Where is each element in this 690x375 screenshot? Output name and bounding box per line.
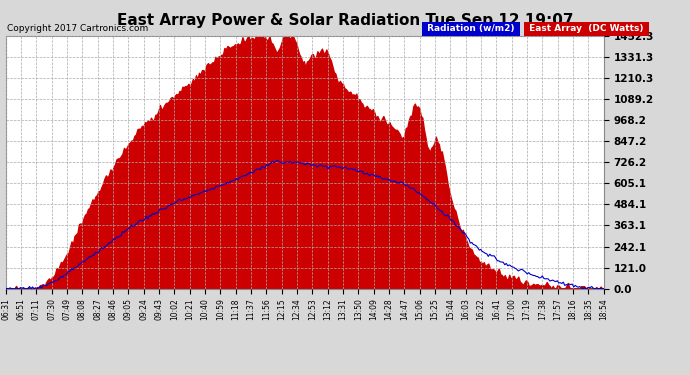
Text: East Array  (DC Watts): East Array (DC Watts) [526,24,647,33]
Text: East Array Power & Solar Radiation Tue Sep 12 19:07: East Array Power & Solar Radiation Tue S… [117,13,573,28]
Text: Radiation (w/m2): Radiation (w/m2) [424,24,518,33]
Text: Copyright 2017 Cartronics.com: Copyright 2017 Cartronics.com [7,24,148,33]
